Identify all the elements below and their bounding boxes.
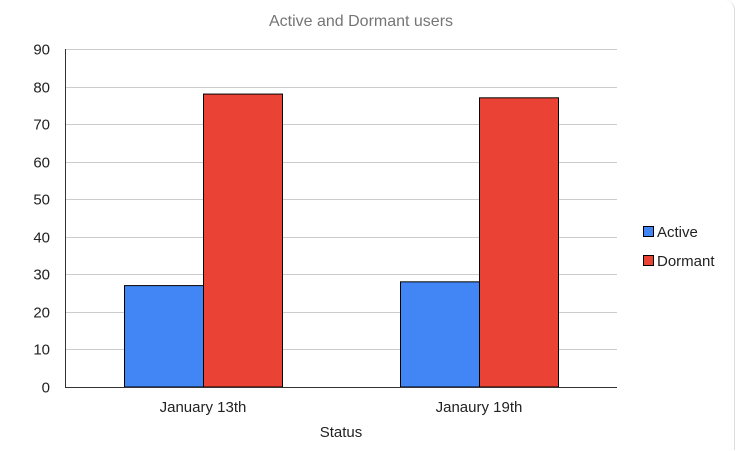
legend-swatch-dormant (643, 255, 654, 266)
bar-active (400, 281, 480, 388)
x-axis-ticks: January 13th Janaury 19th (160, 399, 523, 416)
legend: Active Dormant (643, 224, 715, 270)
x-tick-label: January 13th (160, 399, 247, 416)
y-tick-label: 20 (33, 305, 50, 322)
y-tick-label: 90 (33, 42, 50, 59)
legend-swatch-active (643, 226, 654, 237)
legend-label-dormant: Dormant (657, 253, 715, 270)
y-tick-label: 70 (33, 117, 50, 134)
y-tick-label: 60 (33, 155, 50, 172)
y-tick-label: 80 (33, 80, 50, 97)
bar-dormant (479, 97, 559, 388)
x-axis-title: Status (320, 424, 363, 441)
y-tick-label: 0 (42, 380, 50, 397)
y-tick-label: 50 (33, 192, 50, 209)
y-axis-ticks: 0 10 20 30 40 50 60 70 80 90 (33, 42, 50, 397)
y-tick-label: 30 (33, 267, 50, 284)
axes (65, 49, 617, 388)
bar-dormant (203, 93, 283, 388)
bar-active (124, 285, 204, 388)
chart-title: Active and Dormant users (269, 13, 453, 30)
y-tick-label: 40 (33, 230, 50, 247)
y-tick-label: 10 (33, 342, 50, 359)
bars (124, 93, 559, 388)
legend-label-active: Active (657, 224, 698, 241)
x-tick-label: Janaury 19th (436, 399, 523, 416)
